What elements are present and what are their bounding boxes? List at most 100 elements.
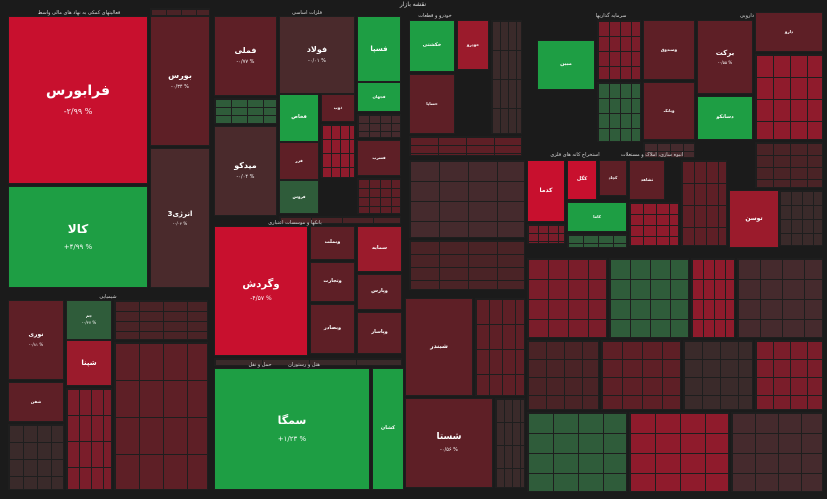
heatmap-tile[interactable]: کشان [372,368,404,490]
heatmap-filler-cell [214,98,277,124]
heatmap-tile[interactable]: فملی -۰/۷۷ % [214,16,277,96]
tile-symbol: فملی [234,46,257,56]
heatmap-filler-cell [731,412,823,492]
heatmap-filler-cell [66,388,112,490]
tile-change: -۰/۰۴ % [236,174,255,181]
heatmap-tile[interactable]: وپارس [357,274,402,310]
heatmap-tile[interactable]: شفن [8,382,64,422]
heatmap-tile[interactable]: کالا +۴/۹۹ % [8,186,148,288]
tile-change: -۰/۵۶ % [440,446,458,453]
sector-label: بانکها و موسسات اعتباری [268,220,322,226]
heatmap-filler-cell [597,20,641,80]
heatmap-tile[interactable]: فزر [279,142,319,180]
tile-change: -۰/۵۵ % [717,59,733,65]
heatmap-tile[interactable]: بورس -۰/۳۴ % [150,16,210,146]
heatmap-tile[interactable]: فخاص [279,94,319,142]
heatmap-tile[interactable]: شستا -۰/۵۶ % [405,398,493,488]
heatmap-tile[interactable]: وصندوق [643,20,695,80]
heatmap-tile[interactable]: شپنا [66,340,112,386]
heatmap-tile[interactable]: وپاسار [357,312,402,354]
heatmap-tile[interactable]: خساپا [409,74,455,134]
heatmap-filler-cell [214,358,402,366]
heatmap-tile[interactable]: وبانک [643,82,695,140]
sector-label: هتل و رستوران [288,362,320,368]
heatmap-tile[interactable]: وگردش -۴/۵۷ % [214,226,308,356]
sector-label: انبوه سازی، املاک و مستغلات [620,152,684,158]
heatmap-tile[interactable]: انرژی3 -۰/۰۴ % [150,148,210,288]
tile-symbol: سمگا [277,414,307,428]
heatmap-filler-cell [691,258,735,338]
tile-symbol: فروس [292,193,306,199]
heatmap-tile[interactable]: کگل [567,160,597,200]
heatmap-tile[interactable]: سمگا +۱/۲۳ % [214,368,370,490]
heatmap-filler-cell [150,8,210,16]
heatmap-tile[interactable]: فجهان [357,82,401,112]
heatmap-tile[interactable]: میدکو -۰/۰۴ % [214,126,277,216]
tile-symbol: وپارس [371,288,388,295]
tile-symbol: دارو [784,28,794,34]
tile-symbol: فزر [295,157,303,163]
tile-symbol: فسرب [372,154,386,160]
heatmap-tile[interactable]: سمایه [357,226,402,272]
tile-change: -۰/۳۴ % [171,84,189,91]
tile-change: -۰/۴۷ % [81,320,97,325]
heatmap-tile[interactable]: دارو [755,12,823,52]
tile-symbol: کالا [67,221,89,236]
heatmap-tile[interactable]: کاما [567,202,627,232]
heatmap-filler-cell [683,340,753,410]
tile-symbol: جم [85,313,93,319]
tile-symbol: کچاد [608,174,618,180]
tile-symbol: شبندر [430,342,448,350]
heatmap-tile[interactable]: وبصادر [310,304,355,354]
heatmap-tile[interactable]: جم -۰/۴۷ % [66,300,112,340]
heatmap-filler-cell [737,258,823,338]
tile-symbol: برکت [715,48,735,57]
tile-symbol: کگل [576,176,588,183]
heatmap-filler-cell [279,216,401,224]
heatmap-filler-cell [321,124,355,178]
heatmap-filler-cell [527,224,565,244]
heatmap-filler-cell [601,340,681,410]
heatmap-tile[interactable]: کچاد [599,160,627,196]
tile-change: -۰/۷۷ % [236,59,255,66]
heatmap-tile[interactable]: نوری -۰/۸۱ % [8,300,64,380]
heatmap-tile[interactable]: وبملت [310,226,355,260]
heatmap-tile[interactable]: توسن [729,190,779,248]
heatmap-tile[interactable]: برکت -۰/۵۵ % [697,20,753,94]
heatmap-tile[interactable]: مبین [537,40,595,90]
heatmap-tile[interactable]: ذوب [321,94,355,122]
tile-symbol: توسن [745,214,763,222]
heatmap-tile[interactable]: شبندر [405,298,473,396]
tile-symbol: ثشاهد [640,176,654,182]
heatmap-tile[interactable]: کدما [527,160,565,222]
tile-change: +۴/۹۹ % [63,243,93,252]
sector-label: خودرو و قطعات [418,13,452,19]
heatmap-tile[interactable]: خکشتی [409,20,455,72]
tile-symbol: فسپا [370,44,388,53]
heatmap-tile[interactable]: فسرب [357,140,401,176]
heatmap-filler-cell [114,342,208,490]
heatmap-tile[interactable]: دسانکو [697,96,753,140]
tile-symbol: دسانکو [716,114,734,121]
heatmap-filler-cell [755,340,823,410]
tile-change: -۰/۰۱ % [308,58,326,65]
tile-symbol: خکشتی [422,42,442,49]
heatmap-tile[interactable]: فروس [279,180,319,214]
tile-symbol: مبین [560,61,572,68]
heatmap-tile[interactable]: وتجارت [310,262,355,302]
heatmap-tile[interactable]: فولاد -۰/۰۱ % [279,16,355,94]
heatmap-tile[interactable]: فسپا [357,16,401,82]
tile-symbol: وتجارت [323,278,342,285]
heatmap-filler-cell [495,398,525,488]
tile-symbol: بورس [168,71,192,81]
heatmap-filler-cell [597,82,641,142]
heatmap-tile[interactable]: خودرو [457,20,489,70]
tile-symbol: انرژی3 [167,209,193,218]
heatmap-tile[interactable]: ثشاهد [629,160,665,200]
tile-symbol: وگردش [242,278,280,290]
heatmap-tile[interactable]: فرابورس -۲/۹۹ % [8,16,148,184]
heatmap-filler-cell [643,142,695,158]
tile-symbol: شستا [436,432,462,443]
heatmap-filler-cell [779,190,823,246]
